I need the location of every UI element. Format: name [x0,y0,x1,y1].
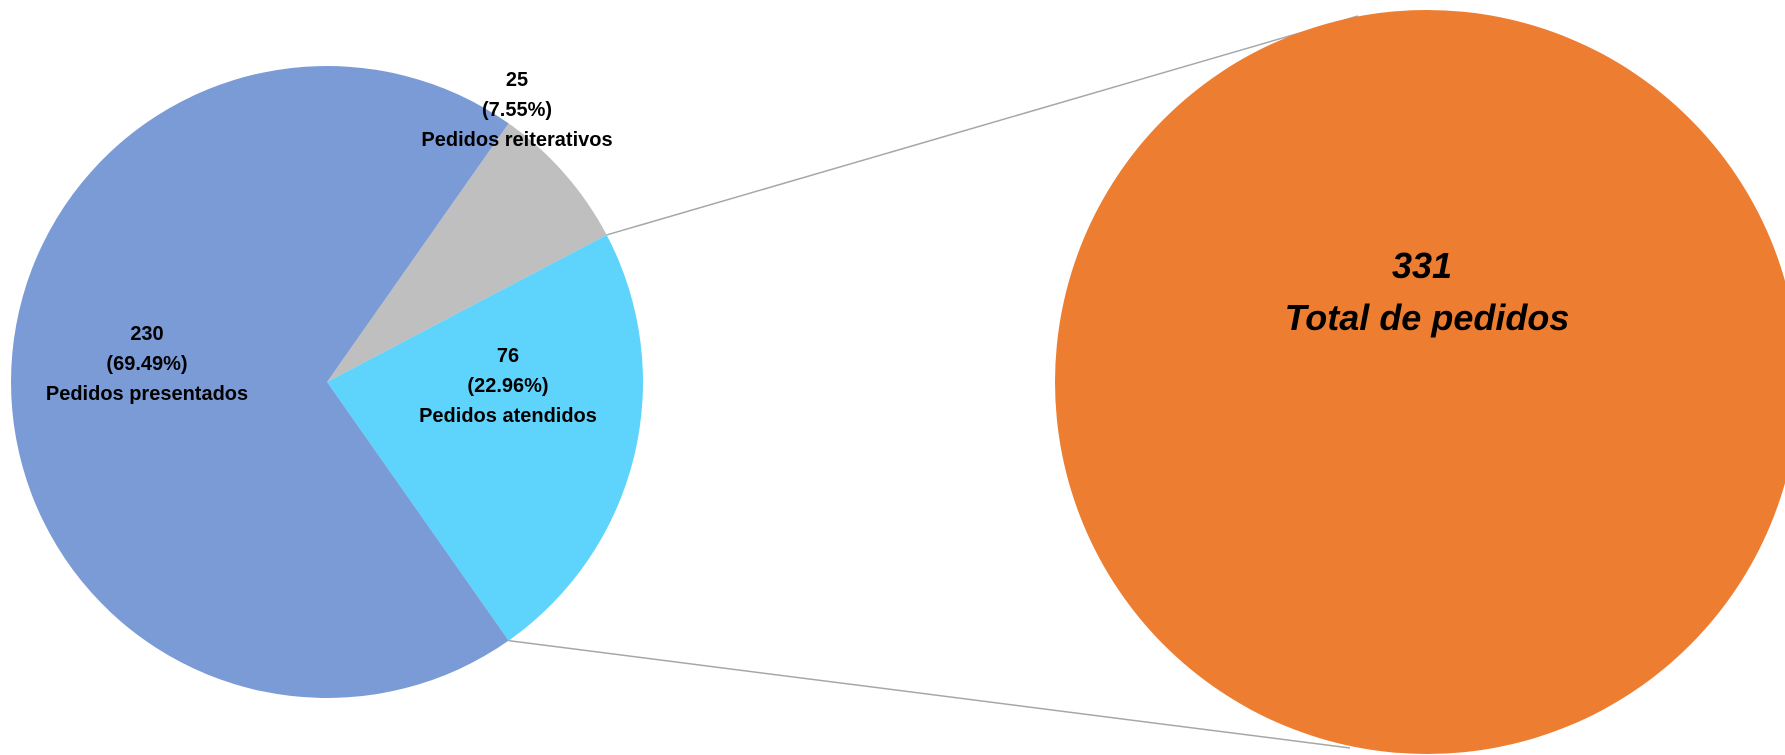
slice-label: 76 (22.96%) Pedidos atendidos [419,345,597,427]
slice-name: Pedidos atendidos [419,405,597,427]
slice-value: 25 [506,69,528,91]
total-circle [1055,10,1785,754]
total-label: 331 Total de pedidos [1285,245,1570,338]
slice-percent: (69.49%) [106,353,187,375]
connector-line-bottom [508,639,1351,749]
slice-name: Pedidos reiterativos [421,129,612,151]
pie-slice-pedidos-reiterativos [327,123,607,382]
slice-name: Pedidos presentados [46,383,248,405]
pie-slices [11,65,644,699]
pie-slice-pedidos-presentados [11,65,509,699]
slice-value: 76 [497,345,519,367]
connector-lines [508,15,1359,749]
total-value: 331 [1392,245,1452,286]
connector-line-top [606,15,1359,236]
slice-percent: (22.96%) [467,375,548,397]
slice-value: 230 [130,323,163,345]
slice-label: 25 (7.55%) Pedidos reiterativos [421,69,612,151]
slice-label: 230 (69.49%) Pedidos presentados [46,323,248,405]
slice-labels: 25 (7.55%) Pedidos reiterativos 76 (22.96%) P… [46,69,613,427]
slice-percent: (7.55%) [482,99,552,121]
total-name: Total de pedidos [1285,297,1570,338]
pie-slice-pedidos-atendidos [327,234,644,641]
